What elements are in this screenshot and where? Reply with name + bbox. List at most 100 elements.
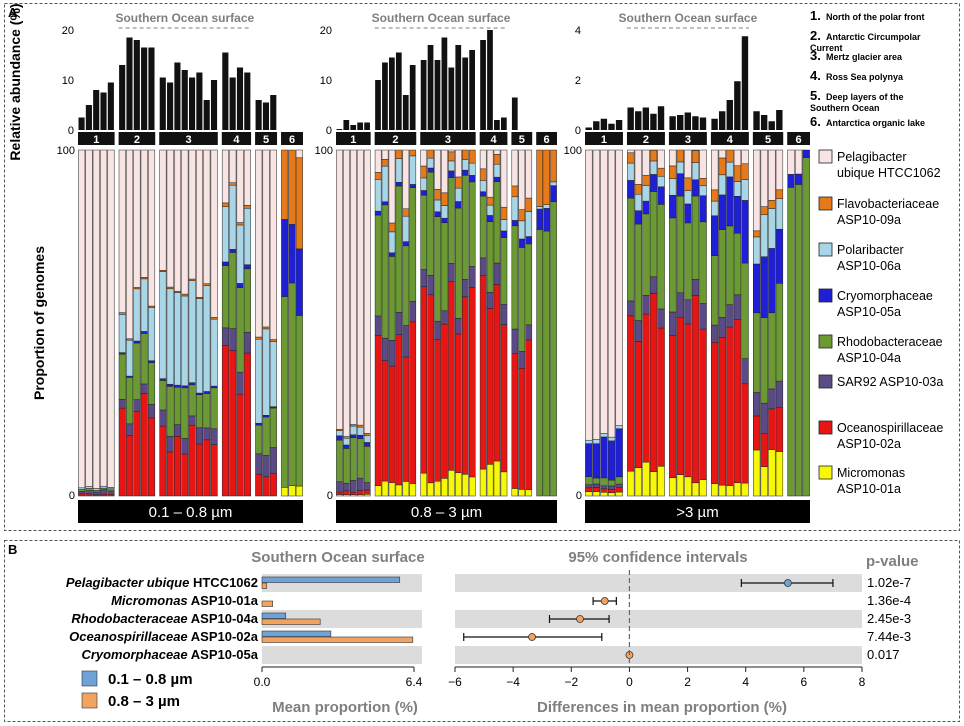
genome-segment-polaribacter <box>78 487 86 490</box>
genome-segment-rhodobacteraceae <box>159 380 167 411</box>
genome-segment-oceanospirillaceae <box>699 328 707 480</box>
genome-segment-rhodobacteraceae <box>600 477 608 487</box>
genome-segment-oceanospirillaceae <box>243 352 251 497</box>
genome-segment-micromonas <box>493 460 501 497</box>
genome-segment-sar92 <box>269 447 277 474</box>
genome-segment-cryomorphaceae <box>479 191 487 197</box>
genome-segment-rhodobacteraceae <box>718 229 726 318</box>
genome-segment-flavobacteriaceae <box>295 157 303 250</box>
genome-segment-pelagibacter <box>85 149 93 487</box>
genome-segment-oceanospirillaceae <box>500 324 508 473</box>
genome-segment-oceanospirillaceae <box>441 323 448 479</box>
genome-segment-sar92 <box>642 295 650 315</box>
genome-segment-cryomorphaceae <box>802 149 810 158</box>
abundance-bar <box>395 52 402 130</box>
genome-segment-pelagibacter <box>486 149 494 198</box>
genome-segment-rhodobacteraceae <box>118 353 126 400</box>
genome-segment-pelagibacter <box>627 149 635 154</box>
genome-segment-oceanospirillaceae <box>518 368 526 490</box>
genome-segment-polaribacter <box>409 155 417 185</box>
genome-segment-oceanospirillaceae <box>409 321 417 484</box>
genome-segment-rhodobacteraceae <box>699 221 707 304</box>
genome-segment-pelagibacter <box>669 149 677 167</box>
genome-segment-pelagibacter <box>363 149 371 434</box>
genome-segment-flavobacteriaceae <box>221 202 229 207</box>
region-badge-number: 1 <box>93 134 99 146</box>
genome-segment-sar92 <box>140 383 148 394</box>
region-key-name-line1: Deep layers of the <box>826 92 904 102</box>
genome-segment-oceanospirillaceae <box>336 491 343 495</box>
genome-segment-sar92 <box>634 320 642 342</box>
genome-segment-polaribacter <box>236 224 244 284</box>
taxa-legend: Pelagibacter ubique HTCC1062 Flavobacteria… <box>818 149 943 496</box>
genome-segment-pelagibacter <box>148 149 156 307</box>
abundance-bar <box>448 67 455 130</box>
genome-segment-rhodobacteraceae <box>468 181 476 267</box>
genome-segment-sar92 <box>585 484 593 489</box>
genome-segment-polaribacter <box>148 307 156 361</box>
genome-segment-flavobacteriaceae <box>395 149 403 159</box>
region-badge-number: 6 <box>544 134 550 146</box>
region-key-name-line2: Southern Ocean <box>810 103 880 113</box>
genome-segment-rhodobacteraceae <box>768 312 776 390</box>
genome-segment-sar92 <box>381 337 389 361</box>
genome-segment-flavobacteriaceae <box>493 154 501 165</box>
genome-segment-flavobacteriaceae <box>388 222 396 233</box>
genome-segment-oceanospirillaceae <box>100 493 108 497</box>
genome-segment-rhodobacteraceae <box>126 377 134 425</box>
abundance-bar <box>222 52 229 130</box>
genome-segment-cryomorphaceae <box>434 211 441 217</box>
genome-segment-polaribacter <box>479 180 487 192</box>
genome-segment-polaribacter <box>434 199 441 213</box>
abundance-bar <box>255 100 262 130</box>
mean-bar-0-1-0-8 <box>261 612 287 619</box>
genome-segment-rhodobacteraceae <box>356 438 364 479</box>
genome-segment-sar92 <box>486 292 494 309</box>
genome-segment-oceanospirillaceae <box>642 313 650 463</box>
genome-segment-polaribacter <box>711 200 719 216</box>
p-value: 1.36e-4 <box>867 593 911 608</box>
panel-b-left-xlabel: Mean proportion (%) <box>272 699 418 716</box>
genome-segment-pelagibacter <box>402 149 410 210</box>
genome-segment-pelagibacter <box>166 149 174 288</box>
genome-segment-polaribacter <box>607 436 616 442</box>
mean-bar-0-8-3 <box>261 582 268 589</box>
genome-segment-cryomorphaceae <box>760 256 768 318</box>
genome-segment-polaribacter <box>395 158 403 183</box>
genome-segment-flavobacteriaceae <box>409 149 417 157</box>
genome-segment-pelagibacter <box>699 149 707 179</box>
relative-abundance-ylabel: Relative abundance (%) <box>7 3 23 160</box>
genome-segment-sar92 <box>669 311 677 336</box>
right-axis-tick-label: 4 <box>742 675 749 689</box>
genome-segment-pelagibacter <box>195 149 203 298</box>
row-label-plain: ASP10-02a <box>188 629 259 644</box>
panel-b-frame <box>4 540 960 722</box>
region-badge <box>626 132 665 145</box>
genome-segment-sar92 <box>511 328 519 355</box>
genome-segment-oceanospirillaceae <box>684 323 692 478</box>
genome-segment-sar92 <box>402 325 410 358</box>
genome-segment-pelagibacter <box>455 149 462 178</box>
genome-segment-flavobacteriaceae <box>718 157 726 176</box>
genome-segment-cryomorphaceae <box>363 442 371 447</box>
genome-segment-pelagibacter <box>381 149 389 160</box>
genome-segment-sar92 <box>493 262 501 285</box>
genome-segment-micromonas <box>718 484 726 497</box>
genome-segment-pelagibacter <box>174 149 182 292</box>
genome-segment-oceanospirillaceae <box>363 489 371 495</box>
genome-segment-oceanospirillaceae <box>669 335 677 478</box>
region-badge-number: 5 <box>765 134 771 146</box>
genome-segment-flavobacteriaceae <box>536 149 543 207</box>
genome-segment-micromonas <box>649 471 658 497</box>
region-badge-number: 3 <box>185 134 191 146</box>
genome-segment-rhodobacteraceae <box>726 225 734 305</box>
genome-segment-cryomorphaceae <box>221 261 229 266</box>
genome-segment-flavobacteriaceae <box>420 165 428 179</box>
abundance-bar <box>229 77 236 130</box>
genome-segment-sar92 <box>607 485 616 490</box>
genome-segment-sar92 <box>243 332 251 354</box>
genome-segment-flavobacteriaceae <box>775 189 784 199</box>
region-key-number: 1. <box>810 8 821 23</box>
genome-segment-micromonas <box>585 491 593 497</box>
abundance-bar <box>768 121 775 130</box>
